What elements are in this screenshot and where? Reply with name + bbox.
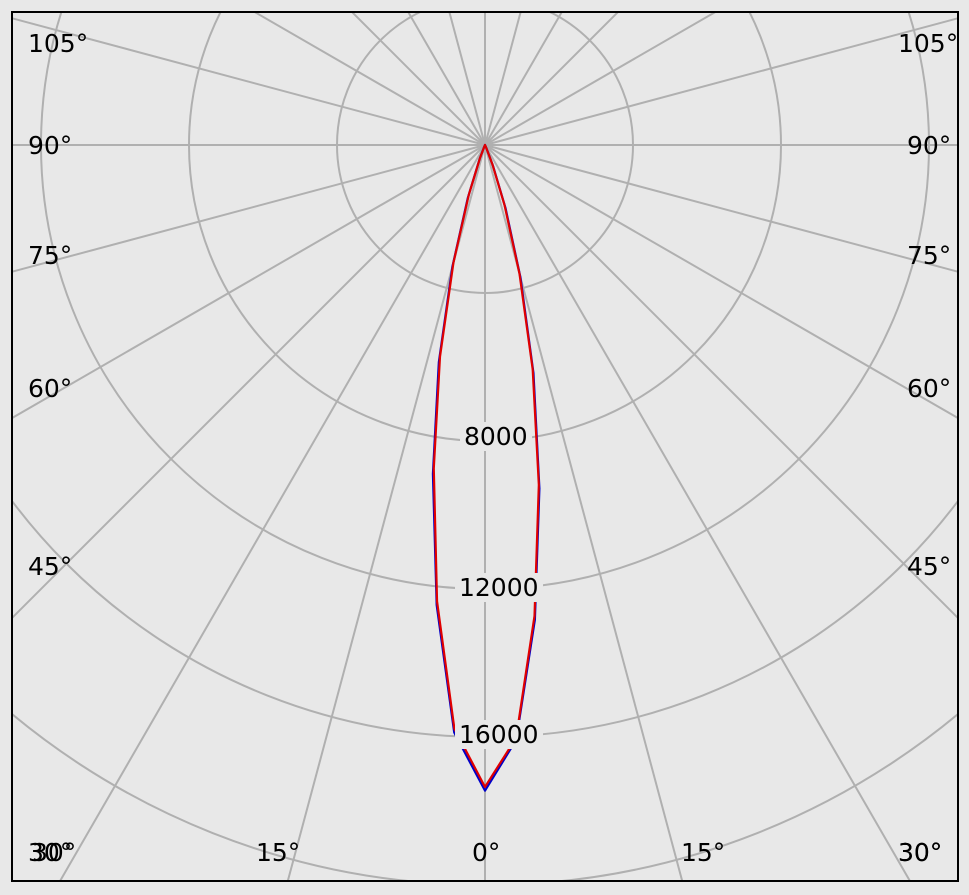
plot-border xyxy=(11,11,959,882)
grid-spoke xyxy=(484,12,620,146)
grid-spoke xyxy=(484,144,684,881)
angle-label-left: 30° xyxy=(28,838,73,867)
angle-label-bottom: 30° xyxy=(898,838,943,867)
grid-spoke xyxy=(12,144,486,273)
radial-value-label: 12000 xyxy=(455,573,543,602)
grid-spoke xyxy=(12,144,486,420)
radial-value-label: 16000 xyxy=(455,720,543,749)
angle-label-bottom: 0° xyxy=(472,838,501,867)
grid-spoke xyxy=(484,12,718,146)
angle-label-bottom: 15° xyxy=(681,838,726,867)
grid-spoke xyxy=(350,12,486,146)
angle-label-bottom: 30° xyxy=(32,838,77,867)
grid-spoke xyxy=(252,12,486,146)
grid-spoke xyxy=(484,144,958,420)
grid-spoke xyxy=(484,144,958,620)
angle-label-left: 105° xyxy=(28,29,89,58)
grid-spoke xyxy=(12,144,486,620)
data-series-group xyxy=(431,143,541,792)
angle-label-bottom: 15° xyxy=(256,838,301,867)
angle-label-left: 60° xyxy=(28,374,73,403)
angle-label-right: 30° xyxy=(898,838,943,867)
angle-label-right: 105° xyxy=(898,29,959,58)
angle-label-left: 75° xyxy=(28,241,73,270)
radial-value-label: 8000 xyxy=(460,422,532,451)
angle-label-right: 60° xyxy=(907,374,952,403)
grid-spoke xyxy=(484,144,958,273)
series-curve-2 xyxy=(432,143,540,789)
angle-label-left: 45° xyxy=(28,552,73,581)
angle-label-right: 90° xyxy=(907,131,952,160)
grid-spoke xyxy=(286,144,486,881)
grid-spoke xyxy=(484,144,912,881)
grid-spoke xyxy=(12,17,486,146)
angle-label-right: 45° xyxy=(907,552,952,581)
grid-spoke xyxy=(484,17,958,146)
grid-spoke xyxy=(58,144,486,881)
angle-label-right: 75° xyxy=(907,241,952,270)
angle-label-left: 90° xyxy=(28,131,73,160)
